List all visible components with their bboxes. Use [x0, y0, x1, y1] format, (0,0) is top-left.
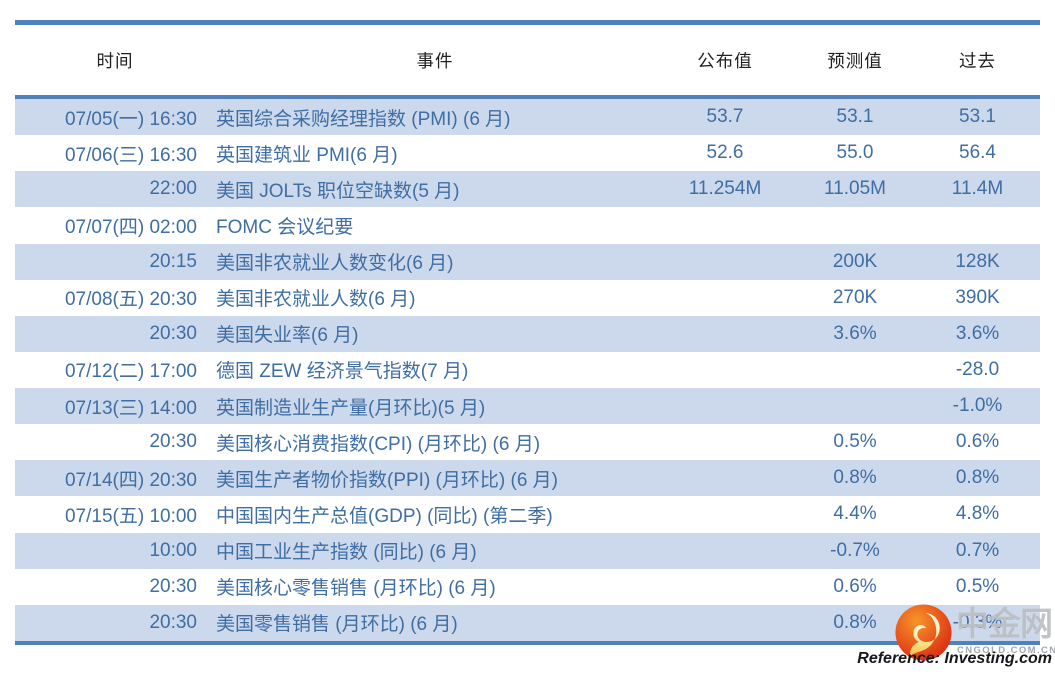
table-header-separator — [15, 95, 1040, 99]
table-header-row: 时间 事件 公布值 预测值 过去 — [15, 25, 1040, 95]
table-row: 07/07(四) 02:00 FOMC 会议纪要 — [15, 207, 1040, 243]
cell-forecast: 4.4% — [833, 503, 877, 525]
cell-event: 中国国内生产总值(GDP) (同比) (第二季) — [216, 505, 553, 527]
cell-forecast: 0.8% — [833, 467, 877, 489]
table-row: 07/12(二) 17:00 德国 ZEW 经济景气指数(7 月) -28.0 — [15, 352, 1040, 388]
cell-previous: 0.6% — [955, 431, 1000, 453]
cell-time: 20:30 — [149, 322, 197, 344]
table-top-border — [15, 20, 1040, 25]
table-row: 20:30 美国零售销售 (月环比) (6 月) 0.8% -0.3% — [15, 604, 1040, 641]
cell-forecast: 11.05M — [824, 178, 886, 200]
table-bottom-border — [15, 640, 1040, 645]
cell-event: 美国失业率(6 月) — [216, 325, 359, 347]
cell-event: 美国核心消费指数(CPI) (月环比) (6 月) — [216, 433, 541, 455]
reference-note: Reference: Investing.com — [857, 650, 1052, 667]
table-row: 20:15 美国非农就业人数变化(6 月) 200K 128K — [15, 243, 1040, 280]
cell-event: 美国非农就业人数变化(6 月) — [216, 253, 454, 275]
cell-time: 20:30 — [149, 611, 197, 633]
cell-event: 美国零售销售 (月环比) (6 月) — [216, 614, 458, 636]
cell-forecast: 0.6% — [833, 575, 877, 597]
table-body: 07/05(一) 16:30 英国综合采购经理指数 (PMI) (6 月) 53… — [15, 99, 1040, 641]
cell-previous: -28.0 — [955, 358, 1000, 380]
cell-previous: 390K — [955, 286, 1000, 308]
cell-event: FOMC 会议纪要 — [216, 216, 354, 238]
cell-event: 德国 ZEW 经济景气指数(7 月) — [216, 361, 469, 383]
cell-time: 20:15 — [149, 250, 197, 272]
cell-event: 美国核心零售销售 (月环比) (6 月) — [216, 578, 496, 600]
cell-forecast: 53.1 — [836, 106, 874, 128]
table-row: 07/14(四) 20:30 美国生产者物价指数(PPI) (月环比) (6 月… — [15, 460, 1040, 497]
cell-previous: 128K — [955, 250, 1000, 272]
table-row: 07/15(五) 10:00 中国国内生产总值(GDP) (同比) (第二季) … — [15, 496, 1040, 532]
table-row: 07/06(三) 16:30 英国建筑业 PMI(6 月) 52.6 55.0 … — [15, 135, 1040, 171]
cell-event: 英国制造业生产量(月环比)(5 月) — [216, 397, 486, 419]
column-header-actual: 公布值 — [697, 50, 753, 71]
cell-previous: 11.4M — [951, 178, 1004, 200]
table-row: 10:00 中国工业生产指数 (同比) (6 月) -0.7% 0.7% — [15, 532, 1040, 569]
cell-forecast: -0.7% — [830, 539, 880, 561]
cell-event: 英国综合采购经理指数 (PMI) (6 月) — [216, 108, 511, 130]
cell-actual: 52.6 — [706, 142, 744, 164]
cell-time: 20:30 — [149, 575, 197, 597]
cell-event: 英国建筑业 PMI(6 月) — [216, 144, 398, 166]
column-header-event: 事件 — [416, 50, 454, 71]
cell-time: 07/15(五) 10:00 — [64, 505, 197, 527]
table-row: 20:30 美国核心零售销售 (月环比) (6 月) 0.6% 0.5% — [15, 569, 1040, 605]
column-header-previous: 过去 — [959, 50, 996, 71]
table-row: 20:30 美国核心消费指数(CPI) (月环比) (6 月) 0.5% 0.6… — [15, 424, 1040, 460]
cell-event: 中国工业生产指数 (同比) (6 月) — [216, 542, 477, 564]
cell-forecast: 0.8% — [833, 611, 877, 633]
economic-calendar-table: 时间 事件 公布值 预测值 过去 07/05(一) 16:30 英国综合采购经理… — [15, 20, 1040, 645]
column-header-forecast: 预测值 — [827, 50, 883, 71]
cell-event: 美国生产者物价指数(PPI) (月环比) (6 月) — [216, 469, 558, 491]
cell-previous: 0.5% — [955, 575, 1000, 597]
cell-forecast: 200K — [832, 250, 878, 272]
table-row: 20:30 美国失业率(6 月) 3.6% 3.6% — [15, 315, 1040, 352]
cell-time: 07/12(二) 17:00 — [64, 361, 197, 383]
cell-time: 07/07(四) 02:00 — [64, 216, 197, 238]
cell-previous: 56.4 — [959, 142, 996, 164]
cell-previous: 3.6% — [955, 322, 1000, 344]
cell-time: 07/13(三) 14:00 — [64, 397, 197, 419]
cell-time: 07/14(四) 20:30 — [64, 469, 197, 491]
table-row: 07/08(五) 20:30 美国非农就业人数(6 月) 270K 390K — [15, 280, 1040, 316]
cell-previous: 4.8% — [955, 503, 1000, 525]
cell-previous: 0.7% — [955, 539, 1000, 561]
cell-time: 07/06(三) 16:30 — [64, 144, 197, 166]
table-row: 22:00 美国 JOLTs 职位空缺数(5 月) 11.254M 11.05M… — [15, 171, 1040, 208]
cell-time: 07/05(一) 16:30 — [64, 108, 197, 130]
table-row: 07/05(一) 16:30 英国综合采购经理指数 (PMI) (6 月) 53… — [15, 99, 1040, 136]
cell-previous: -0.3% — [952, 611, 1003, 633]
cell-time: 10:00 — [149, 539, 197, 561]
table-row: 07/13(三) 14:00 英国制造业生产量(月环比)(5 月) -1.0% — [15, 388, 1040, 425]
column-header-time: 时间 — [96, 50, 134, 71]
cell-time: 20:30 — [149, 431, 197, 453]
cell-actual: 11.254M — [688, 178, 762, 200]
cell-previous: -1.0% — [952, 395, 1003, 417]
cell-event: 美国非农就业人数(6 月) — [216, 289, 416, 311]
cell-previous: 53.1 — [959, 106, 996, 128]
cell-forecast: 270K — [832, 286, 878, 308]
cell-forecast: 0.5% — [833, 431, 877, 453]
cell-actual: 53.7 — [706, 106, 744, 128]
cell-forecast: 3.6% — [833, 322, 877, 344]
cell-event: 美国 JOLTs 职位空缺数(5 月) — [216, 180, 460, 202]
cell-previous: 0.8% — [955, 467, 1000, 489]
cell-time: 22:00 — [149, 178, 197, 200]
cell-time: 07/08(五) 20:30 — [64, 289, 197, 311]
cell-forecast: 55.0 — [836, 142, 874, 164]
